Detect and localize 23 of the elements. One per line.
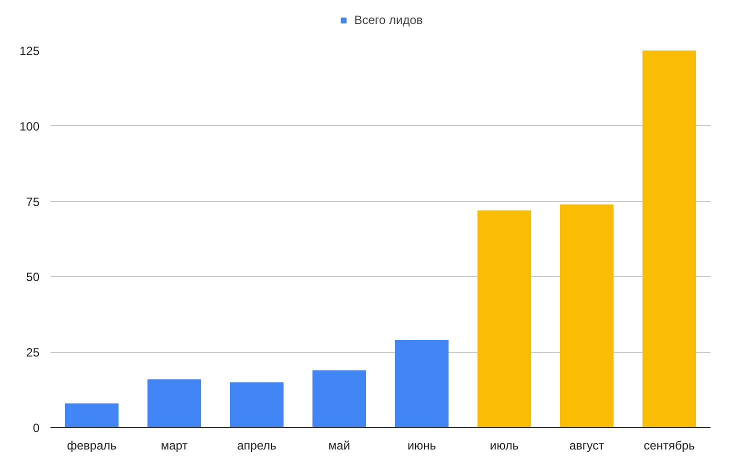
legend-label: Всего лидов xyxy=(354,13,423,27)
x-tick-label: февраль xyxy=(66,438,117,452)
bar xyxy=(560,204,614,428)
bar xyxy=(64,403,119,428)
y-tick-label: 75 xyxy=(26,194,40,209)
bar xyxy=(230,382,284,428)
x-tick-label: март xyxy=(160,438,188,452)
y-tick-label: 50 xyxy=(26,270,40,284)
y-tick-label: 100 xyxy=(19,119,40,134)
y-tick-label: 0 xyxy=(32,421,40,435)
bar xyxy=(642,50,696,428)
bar xyxy=(477,210,532,428)
x-tick-label: май xyxy=(328,438,350,452)
y-tick-label: 25 xyxy=(26,346,40,360)
x-tick-label: сентябрь xyxy=(644,438,695,452)
bar xyxy=(394,340,449,428)
x-tick-label: август xyxy=(569,438,605,452)
x-tick-label: июнь xyxy=(407,438,436,452)
x-tick-label: апрель xyxy=(237,438,276,452)
x-tick-label: июль xyxy=(490,438,519,452)
bar xyxy=(312,370,366,428)
bar xyxy=(147,379,202,428)
y-tick-label: 125 xyxy=(19,44,40,58)
